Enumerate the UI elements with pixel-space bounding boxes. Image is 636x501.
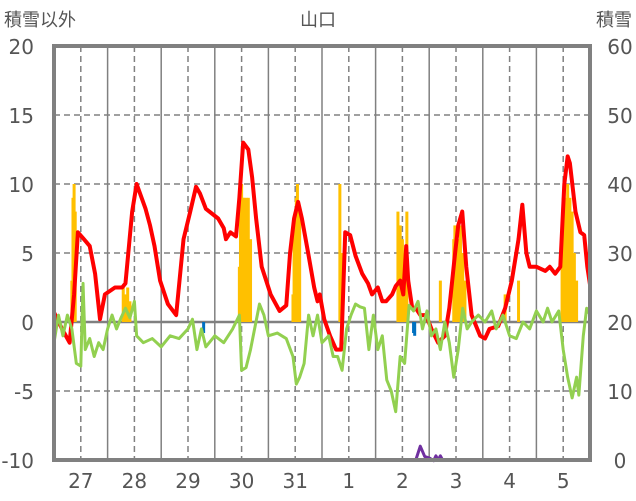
orange-bar xyxy=(563,197,567,322)
y-right-tick-label: 40 xyxy=(607,173,632,197)
y-right-tick-label: 0 xyxy=(614,449,627,473)
plot-frame xyxy=(52,44,592,462)
orange-bar xyxy=(572,253,576,322)
x-tick-label: 30 xyxy=(229,469,254,493)
orange-bar xyxy=(128,301,132,322)
orange-bar xyxy=(126,287,130,322)
orange-bar xyxy=(456,239,460,322)
y-left-tick-label: 5 xyxy=(21,242,34,266)
y-left-tick-label: 20 xyxy=(9,35,34,59)
y-right-tick-label: 10 xyxy=(607,380,632,404)
x-tick-label: 1 xyxy=(342,469,355,493)
y-right-tick-label: 30 xyxy=(607,242,632,266)
red-line xyxy=(52,140,592,352)
orange-bar xyxy=(242,197,246,322)
left-axis-label: 積雪以外 xyxy=(4,10,76,31)
y-right-tick-label: 20 xyxy=(607,311,632,335)
y-right-tick-label: 60 xyxy=(607,35,632,59)
x-tick-label: 29 xyxy=(175,469,200,493)
orange-bar xyxy=(249,239,253,322)
orange-bar xyxy=(398,225,402,322)
orange-bar xyxy=(461,253,465,322)
orange-bar xyxy=(121,287,125,322)
green-line xyxy=(52,281,592,414)
y-left-tick-label: 0 xyxy=(21,311,34,335)
orange-bar xyxy=(463,280,467,322)
blue-bar xyxy=(413,322,417,336)
blue-bar xyxy=(202,322,206,334)
orange-bar xyxy=(568,197,572,322)
x-tick-label: 2 xyxy=(396,469,409,493)
orange-bar xyxy=(298,211,302,322)
x-tick-label: 4 xyxy=(503,469,516,493)
orange-bar xyxy=(244,197,248,322)
y-left-tick-label: 15 xyxy=(9,104,34,128)
x-tick-label: 27 xyxy=(68,469,93,493)
x-tick-label: 3 xyxy=(450,469,463,493)
y-left-tick-label: -5 xyxy=(14,380,34,404)
orange-bar xyxy=(339,253,343,322)
x-tick-label: 31 xyxy=(282,469,307,493)
orange-bar xyxy=(454,239,458,322)
x-tick-label: 5 xyxy=(557,469,570,493)
orange-bar xyxy=(575,280,579,322)
orange-bar xyxy=(566,184,570,322)
orange-bar xyxy=(570,211,574,322)
orange-bar xyxy=(517,280,521,322)
orange-bar xyxy=(458,225,462,322)
y-left-tick-label: -10 xyxy=(1,449,34,473)
y-left-tick-label: 10 xyxy=(9,173,34,197)
orange-bar xyxy=(246,197,250,322)
orange-bar xyxy=(438,280,442,322)
y-right-tick-label: 50 xyxy=(607,104,632,128)
chart-title: 山口 xyxy=(300,10,336,31)
x-tick-label: 28 xyxy=(122,469,147,493)
right-axis-label: 積雪 xyxy=(596,10,632,31)
